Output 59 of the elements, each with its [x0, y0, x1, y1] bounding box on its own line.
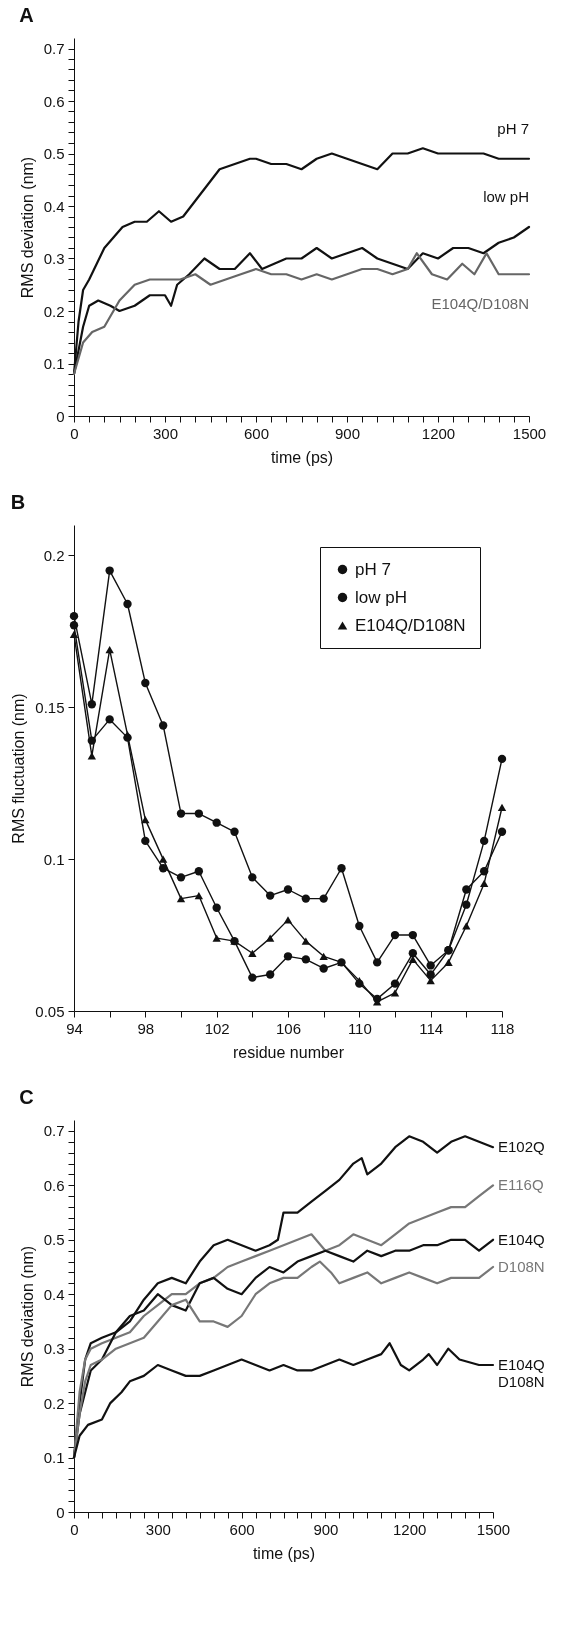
y-tick-label: 0.15 [35, 698, 65, 716]
y-axis-title: RMS fluctuation (nm) [10, 693, 28, 844]
x-tick-label: 118 [490, 1019, 515, 1037]
x-tick-label: 94 [66, 1019, 83, 1037]
y-tick-label: 0.2 [43, 1394, 65, 1412]
x-tick-label: 1500 [512, 424, 547, 442]
y-axis-title: RMS deviation (nm) [18, 156, 36, 299]
x-tick-label: 900 [334, 424, 361, 442]
y-axis-title: RMS deviation (nm) [18, 1245, 36, 1388]
y-tick-label: 0.7 [43, 1122, 65, 1140]
y-tick-label: 0.7 [43, 40, 65, 57]
y-tick-label: 0.3 [43, 250, 65, 267]
y-tick-label: 0 [56, 407, 65, 425]
x-axis-title: time (ps) [270, 448, 334, 466]
x-tick-label: 300 [152, 424, 179, 442]
y-tick-label: 0.05 [35, 1002, 65, 1020]
x-tick-label: 98 [137, 1019, 155, 1037]
x-tick-label: 600 [243, 424, 270, 442]
y-tick-label: 0.3 [43, 1340, 65, 1358]
x-tick-label: 300 [145, 1520, 171, 1538]
chart-title: A [19, 4, 34, 26]
x-tick-label: 1200 [393, 1520, 427, 1538]
series-label: E104Q/D108N [431, 295, 529, 313]
y-tick-label: 0.1 [43, 355, 65, 372]
legend-label: E104Q/D108N [355, 615, 466, 635]
x-tick-label: 102 [204, 1019, 230, 1037]
y-tick-label: 0 [56, 1503, 65, 1521]
chart-title: C [19, 1086, 34, 1108]
x-tick-label: 1200 [421, 424, 456, 442]
y-tick-label: 0.1 [43, 1449, 65, 1467]
x-tick-label: 110 [347, 1019, 372, 1037]
series-label: E104Q D108N [498, 1356, 545, 1390]
x-tick-label: 900 [313, 1520, 339, 1538]
y-tick-label: 0.5 [43, 145, 65, 162]
x-tick-label: 114 [419, 1019, 444, 1037]
series-label: low pH [483, 188, 529, 205]
y-tick-label: 0.2 [43, 302, 65, 320]
x-tick-label: 600 [229, 1520, 255, 1538]
chart-title: B [10, 491, 26, 513]
x-axis-title: residue number [232, 1043, 345, 1061]
series-label: pH 7 [497, 119, 529, 137]
y-tick-label: 0.6 [43, 92, 65, 110]
series-label: D108N [498, 1258, 545, 1275]
legend-label: low pH [355, 587, 407, 607]
x-tick-label: 1500 [476, 1520, 511, 1538]
y-tick-label: 0.4 [43, 197, 65, 215]
series-label: E102Q [498, 1138, 545, 1156]
x-tick-label: 0 [70, 424, 79, 442]
x-axis-title: time (ps) [252, 1544, 316, 1562]
y-tick-label: 0.6 [43, 1176, 65, 1194]
y-tick-label: 0.1 [43, 850, 65, 868]
x-tick-label: 0 [70, 1520, 79, 1538]
y-tick-label: 0.5 [43, 1231, 65, 1249]
y-tick-label: 0.2 [43, 546, 65, 564]
x-tick-label: 106 [275, 1019, 302, 1037]
legend-label: pH 7 [355, 559, 391, 579]
series-label: E116Q [498, 1176, 544, 1194]
y-tick-label: 0.4 [43, 1285, 65, 1303]
series-label: E104Q [498, 1230, 545, 1248]
